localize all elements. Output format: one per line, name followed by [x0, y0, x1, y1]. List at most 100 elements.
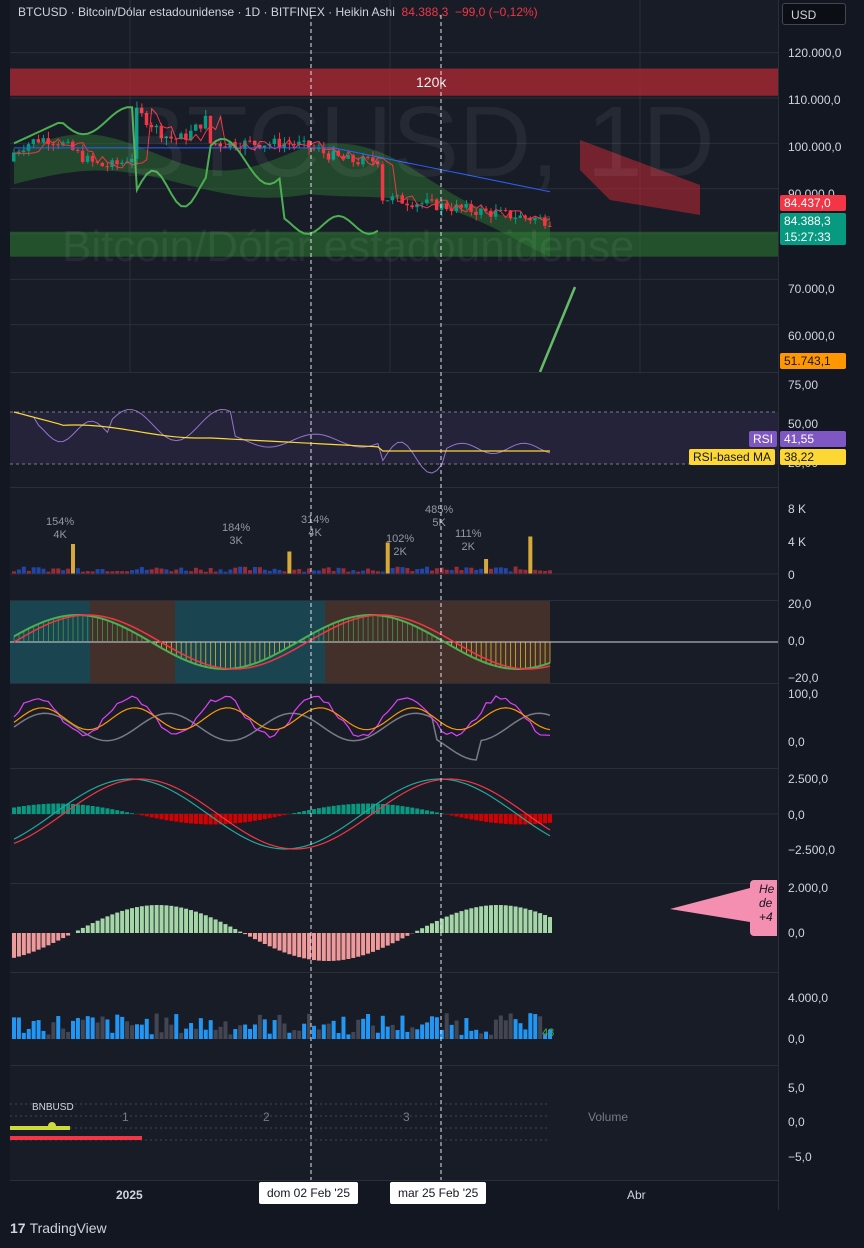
symbol[interactable]: BTCUSD — [18, 5, 68, 19]
candle-body — [243, 140, 247, 149]
blue-volume-bar — [139, 1024, 144, 1039]
bottom-axis-label: 5,0 — [788, 1081, 805, 1095]
wave-pane[interactable] — [10, 601, 850, 684]
candle-body — [21, 150, 26, 152]
volume-bar — [341, 568, 346, 574]
candle-body — [439, 203, 444, 210]
hist-bar — [493, 905, 498, 933]
hist-bar — [41, 933, 46, 948]
candle-body — [321, 148, 326, 154]
blue-volume-bar — [75, 1018, 80, 1039]
macd-hist — [228, 814, 233, 824]
macd-hist — [26, 805, 31, 814]
candle-body — [75, 149, 80, 151]
macd-hist — [85, 805, 90, 814]
hist-bar — [75, 930, 80, 933]
volume-axis-label: 4 K — [788, 535, 807, 549]
macd-hist — [415, 808, 420, 814]
price-axis-label: 120.000,0 — [788, 46, 842, 60]
volume-bar — [262, 569, 267, 574]
blue-volume-bar — [484, 1031, 489, 1039]
candle-body — [351, 154, 355, 163]
blue-volume-bar — [292, 1030, 297, 1039]
macd-hist — [169, 814, 174, 821]
overlay-label: Volume — [588, 1110, 629, 1124]
macd-hist — [513, 814, 518, 825]
blue-volume-bar — [385, 1026, 390, 1039]
stoch-pane[interactable] — [10, 684, 850, 769]
stoch-chart — [13, 695, 551, 761]
candle-body — [105, 166, 109, 168]
macd-hist — [208, 814, 213, 825]
candle-body — [454, 204, 459, 212]
macd-hist — [51, 803, 56, 814]
price-pane[interactable] — [10, 0, 850, 373]
blue-volume-bar — [503, 1020, 508, 1039]
macd-hist — [218, 814, 223, 825]
hist-bar — [105, 916, 110, 933]
blue-volume-bar — [375, 1032, 380, 1039]
macd-hist — [193, 814, 198, 824]
macd-hist — [311, 809, 316, 814]
hist-bar — [16, 933, 21, 957]
cursor-time-label: dom 02 Feb '25 — [259, 1182, 359, 1204]
macd-hist — [174, 814, 179, 822]
rsi-ma-line — [13, 411, 550, 452]
rsi-pane[interactable] — [10, 373, 850, 488]
blue-volume-bar — [31, 1020, 36, 1039]
hist-bar — [346, 933, 351, 960]
macd-hist — [449, 814, 454, 816]
candle-body — [400, 195, 404, 204]
blue-volume-bar — [479, 1033, 484, 1039]
blue-volume-bar — [262, 1019, 267, 1039]
blue-volume-bar — [125, 1021, 130, 1039]
macd-pane[interactable] — [10, 769, 850, 884]
volume-bar — [154, 567, 159, 574]
macd-hist — [533, 814, 538, 825]
macd-hist — [252, 814, 257, 821]
hist-bar — [311, 933, 316, 961]
volume-bar — [292, 569, 297, 574]
macd-hist — [459, 814, 464, 818]
volume-pane[interactable] — [10, 488, 850, 601]
blue-volume-bar — [233, 1029, 238, 1039]
volume-bar — [95, 569, 100, 574]
macd-hist — [36, 804, 41, 814]
hist-bar — [523, 908, 528, 933]
hist-bar — [169, 905, 174, 933]
blue-volume-bar — [110, 1032, 115, 1039]
histogram-pane[interactable] — [10, 884, 850, 973]
volume-bar — [66, 568, 71, 574]
blue-volume-bar — [488, 1034, 493, 1039]
macd-hist — [361, 803, 366, 814]
hist-bar — [518, 907, 523, 933]
hist-bar — [193, 911, 198, 933]
macd-hist — [46, 803, 51, 814]
volume-bar — [533, 569, 538, 574]
hist-bar — [139, 906, 144, 933]
comparison-pane[interactable] — [10, 1066, 850, 1181]
alert-note-box[interactable]: He de +4 — [750, 880, 777, 936]
candle-body — [459, 204, 463, 208]
currency-button[interactable]: USD — [782, 3, 846, 25]
macd-hist — [56, 803, 61, 814]
candle-body — [56, 144, 60, 146]
interval[interactable]: 1D — [244, 5, 261, 19]
volume-bar — [213, 571, 218, 574]
blue-volume-pane[interactable] — [10, 973, 850, 1066]
macd-hist — [503, 814, 508, 824]
countdown-tag: 15:27:33 — [780, 229, 846, 245]
blue-volume-bar — [429, 1016, 434, 1039]
alert-note-line: de — [759, 896, 773, 910]
symbol-header: BTCUSD · Bitcoin/Dólar estadounidense · … — [18, 5, 538, 19]
blue-volume-bar — [336, 1033, 341, 1039]
volume-bar — [538, 570, 543, 574]
blue-volume-bar — [459, 1034, 464, 1039]
hist-bar — [469, 908, 474, 933]
macd-hist — [110, 809, 115, 814]
tradingview-logo[interactable]: 17 TradingView — [10, 1220, 107, 1236]
candle-body — [80, 150, 85, 162]
hist-bar — [375, 933, 380, 950]
hist-bar — [61, 933, 66, 939]
candle-body — [203, 115, 208, 129]
